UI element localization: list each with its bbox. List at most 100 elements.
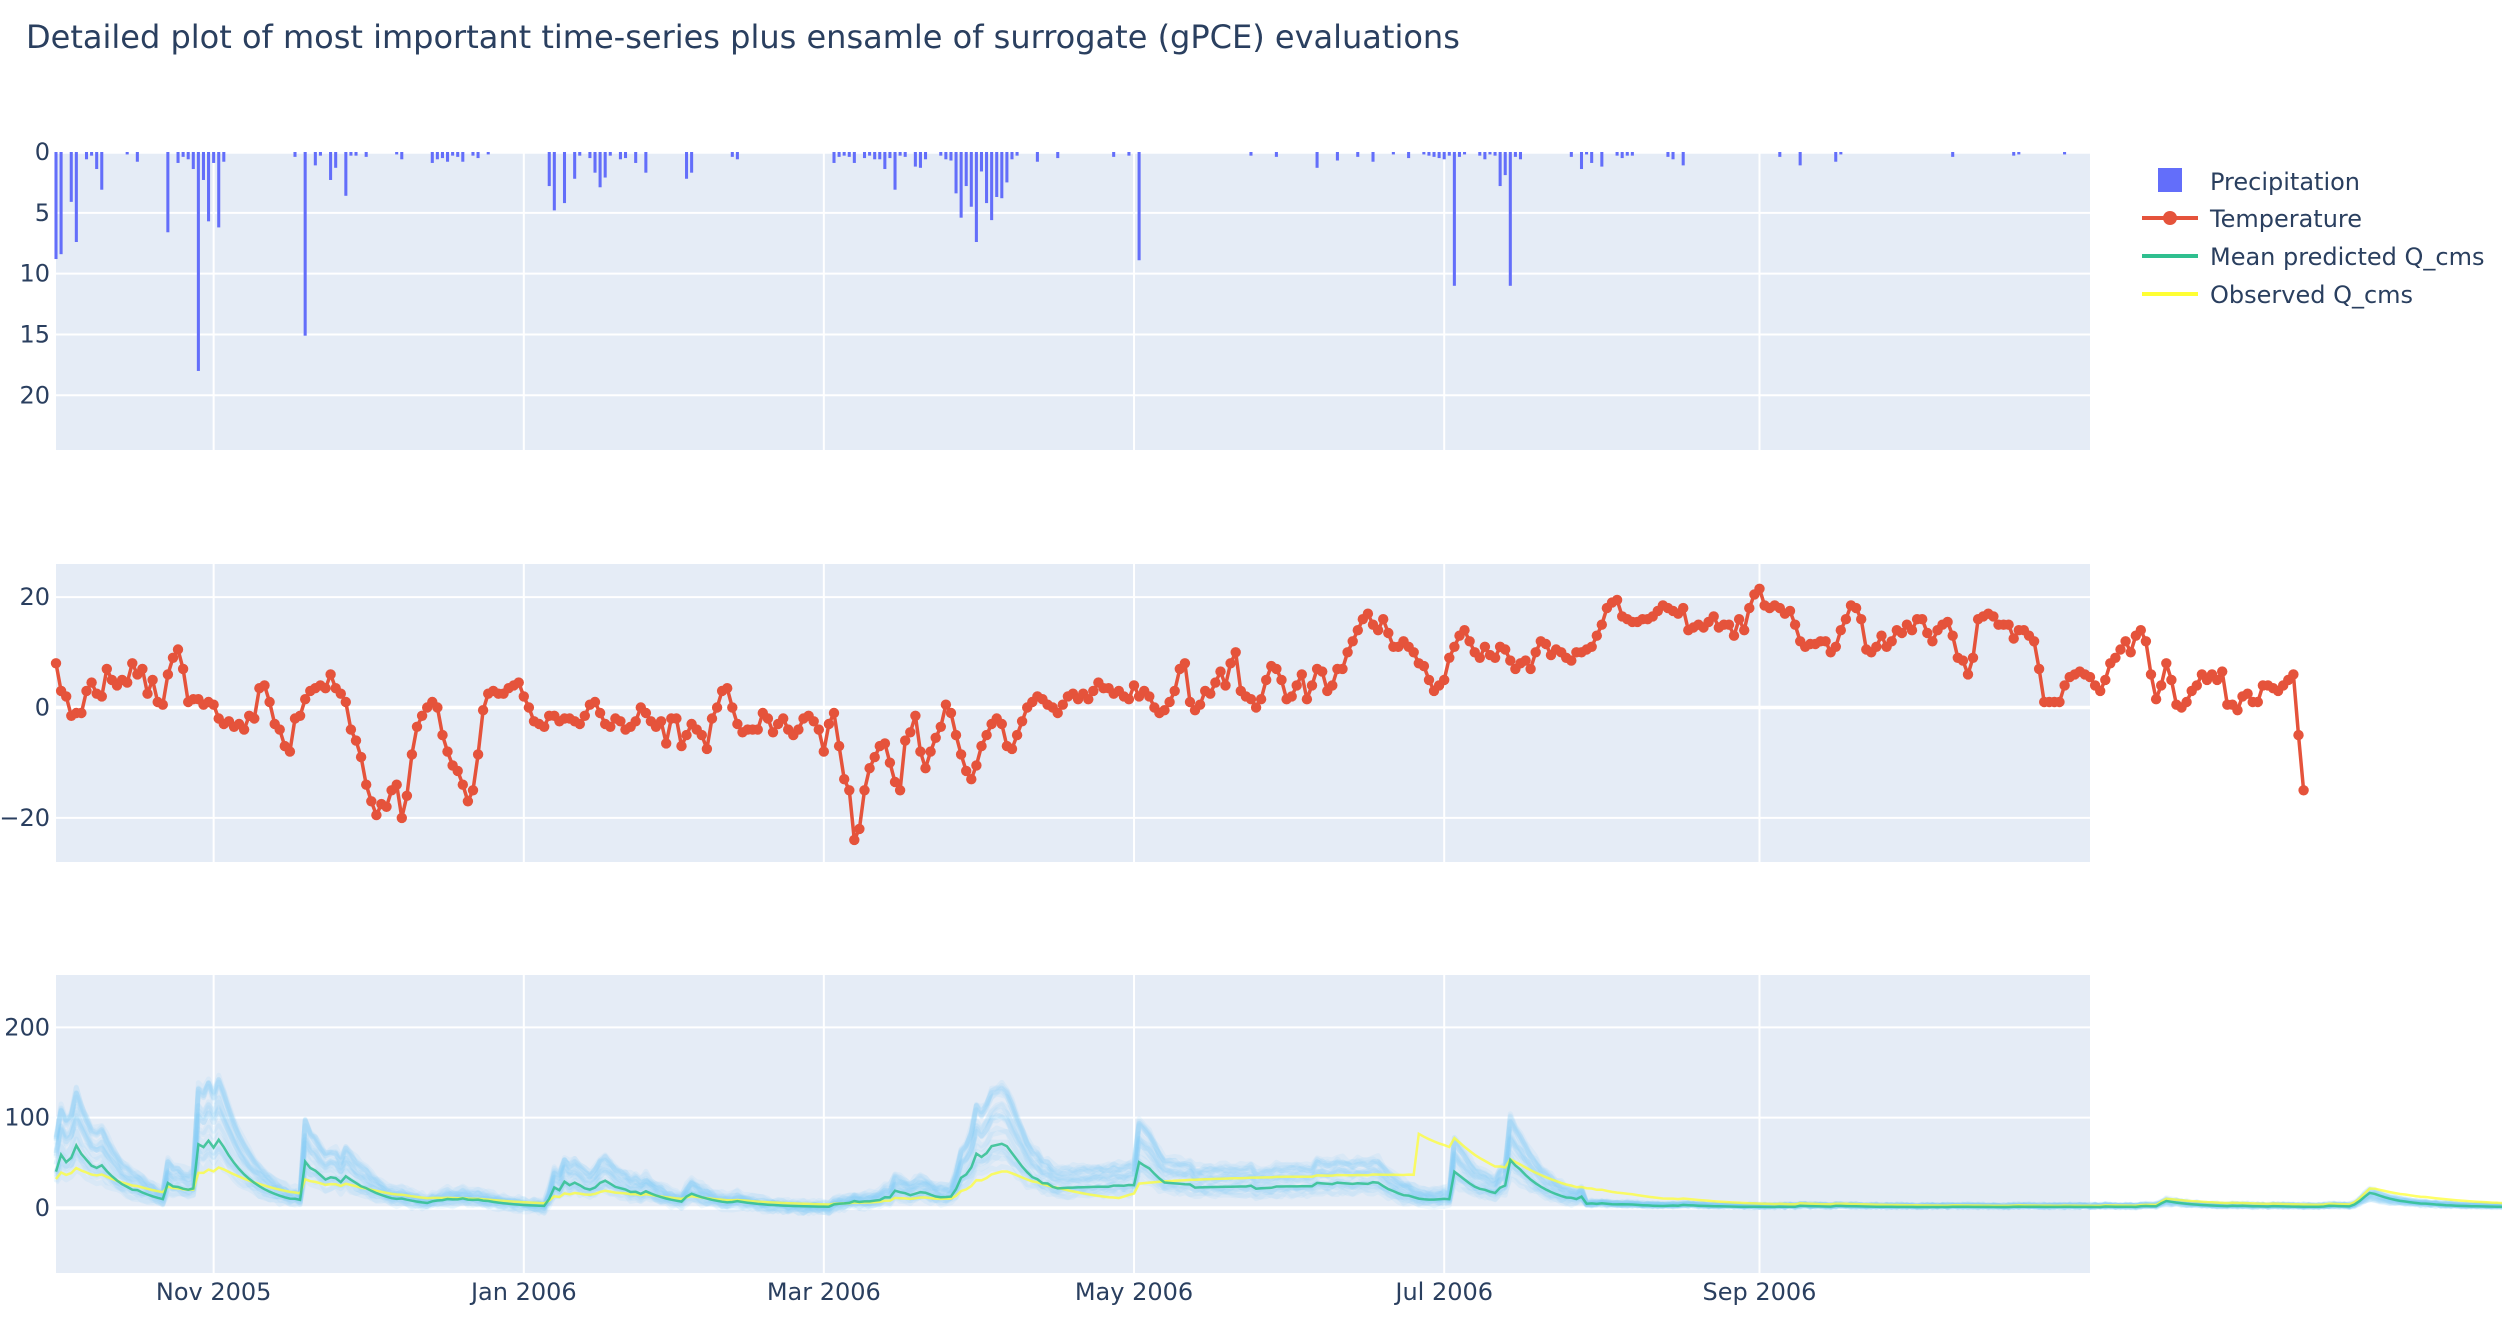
legend-label-observed: Observed Q_cms <box>2210 281 2413 309</box>
precipitation-bar <box>1498 152 1502 187</box>
temperature-marker <box>2298 785 2309 796</box>
temperature-marker <box>1449 641 1460 652</box>
ensemble-member-line <box>53 1159 2502 1213</box>
temperature-marker <box>157 699 168 710</box>
precipitation-bar <box>888 152 892 159</box>
precipitation-bar <box>329 152 333 180</box>
precipitation-bar <box>1335 152 1339 161</box>
precipitation-bar <box>334 152 338 168</box>
precipitation-bar <box>1015 152 1019 156</box>
temperature-marker <box>2217 666 2228 677</box>
precipitation-bar <box>852 152 856 163</box>
precipitation-bar <box>176 152 180 163</box>
temperature-marker <box>1220 680 1231 691</box>
temperature-marker <box>1728 630 1740 641</box>
temperature-marker <box>996 718 1007 730</box>
temperature-marker <box>925 746 936 757</box>
temperature-marker <box>462 796 474 807</box>
legend-symbol-precipitation <box>2158 168 2182 192</box>
temperature-marker <box>955 749 967 760</box>
legend-item-precipitation[interactable]: Precipitation <box>2158 168 2360 196</box>
temperature-marker <box>594 707 606 719</box>
temperature-marker <box>147 674 158 686</box>
temperature-marker <box>249 713 260 724</box>
discharge-plot-area <box>56 975 2090 1273</box>
precipitation-bar <box>873 152 877 160</box>
temperature-marker <box>2211 674 2223 686</box>
temperature-marker <box>1383 627 1394 639</box>
temperature-marker <box>1128 680 1140 691</box>
precipitation-bar <box>125 152 129 155</box>
temperature-marker <box>767 727 779 738</box>
precipitation-bar <box>979 152 983 172</box>
temperature-marker <box>1566 655 1577 666</box>
temperature-marker <box>452 765 463 777</box>
temperature-marker <box>1337 663 1348 675</box>
temperature-marker <box>1352 625 1364 636</box>
temperature-marker <box>1505 655 1516 666</box>
temperature-marker <box>1342 647 1353 658</box>
temperature-marker <box>2293 729 2304 741</box>
precipitation-bar <box>1839 152 1843 155</box>
temperature-marker <box>96 691 108 702</box>
legend-item-mean-predicted[interactable]: Mean predicted Q_cms <box>2142 243 2484 271</box>
precipitation-bar <box>2017 152 2021 155</box>
temperature-marker <box>1988 611 1999 622</box>
precipitation-bar <box>440 152 444 159</box>
precipitation-bar <box>939 152 943 156</box>
y-tick-label: 5 <box>35 199 50 227</box>
temperature-marker <box>950 729 962 741</box>
temperature-marker <box>762 713 774 724</box>
precipitation-bar <box>1630 152 1634 156</box>
temperature-marker <box>1723 619 1735 630</box>
precipitation-bar <box>618 152 622 160</box>
temperature-marker <box>1327 680 1338 691</box>
temperature-marker <box>238 724 250 735</box>
temperature-marker <box>1408 647 1419 658</box>
legend-item-temperature[interactable]: Temperature <box>2142 205 2362 233</box>
temperature-marker <box>513 677 524 688</box>
precipitation-bar <box>1681 152 1685 166</box>
precipitation-bar <box>918 152 922 168</box>
y-tick-label: 20 <box>19 583 50 611</box>
x-tick-label: May 2006 <box>1075 1278 1193 1306</box>
precipitation-bar <box>974 152 978 243</box>
temperature-marker <box>1261 674 1272 686</box>
precipitation-bar <box>207 152 211 222</box>
temperature-marker <box>1306 680 1318 691</box>
temperature-marker <box>1784 605 1796 617</box>
temperature-marker <box>1596 619 1608 630</box>
temperature-marker <box>1245 694 1257 705</box>
temperature-marker <box>208 699 219 710</box>
temperature-marker <box>523 702 535 713</box>
precipitation-bar <box>573 152 577 179</box>
temperature-marker <box>1372 625 1384 636</box>
precipitation-bar <box>924 152 928 160</box>
precipitation-bar <box>446 152 450 162</box>
precipitation-plot-area <box>56 152 2090 450</box>
chart-title: Detailed plot of most important time-ser… <box>26 18 1460 56</box>
precipitation-bar <box>1442 152 1446 160</box>
legend-marker-temperature <box>2163 211 2177 225</box>
temperature-marker <box>2242 688 2253 699</box>
precipitation-bar <box>893 152 897 190</box>
temperature-marker <box>701 743 713 755</box>
precipitation-bar <box>959 152 963 218</box>
legend-item-observed[interactable]: Observed Q_cms <box>2142 281 2413 309</box>
precipitation-bar <box>1127 152 1131 156</box>
temperature-marker <box>2084 671 2096 683</box>
precipitation-panel: 0 5 10 15 20 <box>19 138 2090 450</box>
precipitation-bar <box>990 152 994 221</box>
legend-label-mean-predicted: Mean predicted Q_cms <box>2210 243 2484 271</box>
temperature-marker <box>371 809 382 821</box>
precipitation-bar <box>1483 152 1487 160</box>
temperature-marker <box>1255 694 1267 705</box>
temperature-marker <box>1927 636 1938 647</box>
temperature-marker <box>879 738 891 749</box>
precipitation-bar <box>1569 152 1573 157</box>
temperature-marker <box>1083 694 1094 705</box>
temperature-marker <box>1733 614 1745 625</box>
temperature-marker <box>122 677 133 688</box>
precipitation-bar <box>217 152 221 228</box>
temperature-marker <box>437 729 448 741</box>
